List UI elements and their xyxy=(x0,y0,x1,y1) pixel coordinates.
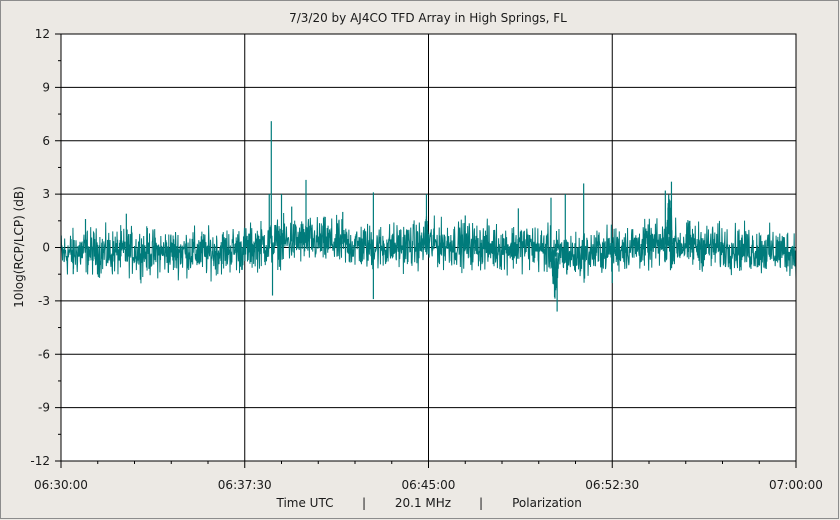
footer-separator-2: | xyxy=(479,496,483,510)
x-tick-label: 07:00:00 xyxy=(769,478,823,492)
y-tick-label: 0 xyxy=(42,241,50,255)
y-tick-label: 6 xyxy=(42,134,50,148)
chart-title: 7/3/20 by AJ4CO TFD Array in High Spring… xyxy=(289,11,567,25)
chart-footer: Time UTC | 20.1 MHz | Polarization xyxy=(276,496,582,510)
x-tick-label: 06:52:30 xyxy=(585,478,639,492)
x-axis-label: Time UTC xyxy=(276,496,334,510)
x-axis: 06:30:00 06:37:30 06:45:00 06:52:30 07:00:00 xyxy=(34,461,823,492)
y-tick-label: 3 xyxy=(42,187,50,201)
y-tick-label: -9 xyxy=(38,401,50,415)
y-axis: 12 9 6 3 0 -3 -6 -9 -12 xyxy=(30,27,61,468)
x-tick-label: 06:30:00 xyxy=(34,478,88,492)
footer-separator-1: | xyxy=(362,496,366,510)
burst-mark xyxy=(550,250,560,299)
x-tick-label: 06:37:30 xyxy=(218,478,272,492)
y-tick-label: -6 xyxy=(38,347,50,361)
y-tick-label: -3 xyxy=(38,294,50,308)
frequency-label: 20.1 MHz xyxy=(395,496,451,510)
x-tick-label: 06:45:00 xyxy=(402,478,456,492)
y-tick-label: -12 xyxy=(30,454,50,468)
y-tick-label: 12 xyxy=(35,27,50,41)
quantity-label: Polarization xyxy=(512,496,582,510)
y-axis-label: 10log(RCP/LCP) (dB) xyxy=(12,186,26,308)
y-tick-label: 9 xyxy=(42,80,50,94)
data-series-trace xyxy=(60,121,797,312)
